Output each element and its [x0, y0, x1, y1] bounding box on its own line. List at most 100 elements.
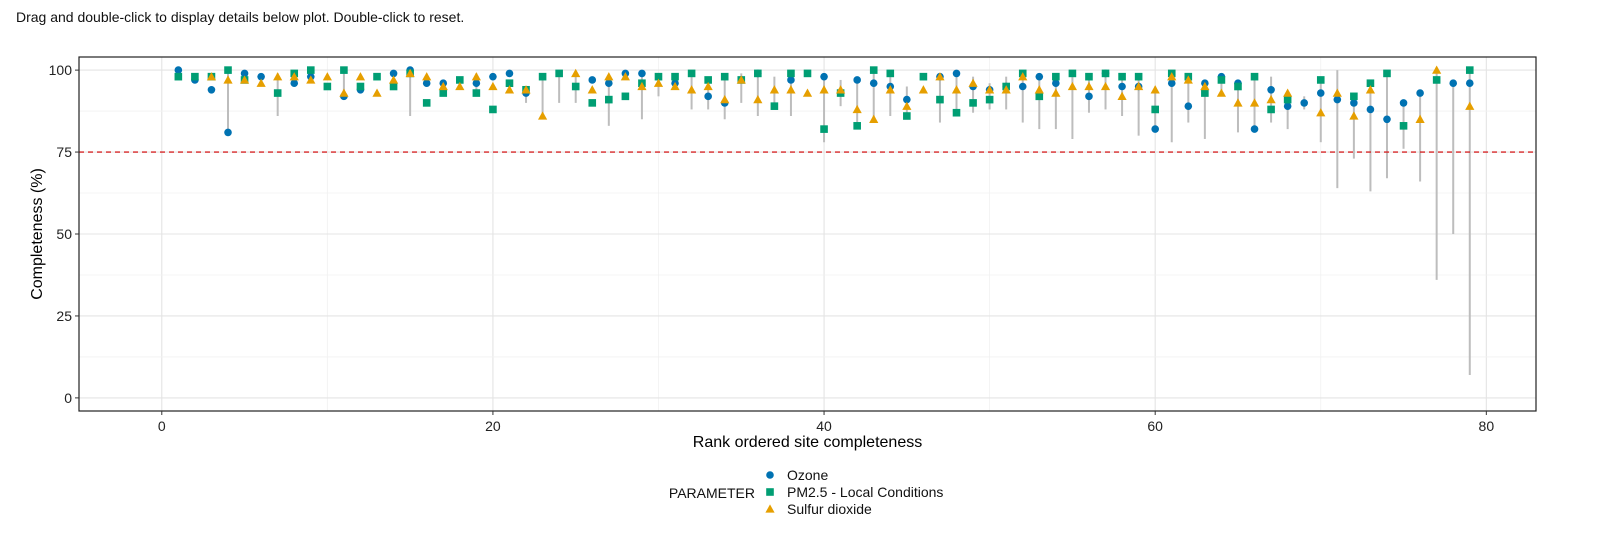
triangle-point[interactable] — [687, 85, 697, 94]
triangle-point[interactable] — [1051, 88, 1061, 97]
triangle-point[interactable] — [769, 85, 779, 94]
square-point[interactable] — [356, 82, 365, 91]
square-point[interactable] — [1068, 69, 1077, 78]
triangle-point[interactable] — [1249, 98, 1260, 107]
triangle-point[interactable] — [918, 85, 928, 94]
triangle-point[interactable] — [736, 75, 746, 84]
triangle-point[interactable] — [1266, 95, 1276, 104]
triangle-point[interactable] — [1134, 81, 1144, 91]
square-point[interactable] — [389, 82, 398, 91]
square-point[interactable] — [273, 89, 282, 97]
square-point[interactable] — [1465, 66, 1474, 74]
square-point[interactable] — [654, 72, 663, 81]
square-point[interactable] — [820, 125, 828, 133]
circle-point[interactable] — [1184, 102, 1193, 110]
circle-point[interactable] — [853, 76, 861, 84]
triangle-point[interactable] — [935, 72, 945, 81]
square-point[interactable] — [571, 82, 580, 91]
square-point[interactable] — [555, 69, 563, 78]
square-point[interactable] — [1151, 105, 1159, 114]
triangle-point[interactable] — [239, 75, 250, 84]
circle-point[interactable] — [1399, 99, 1408, 107]
circle-point[interactable] — [1018, 82, 1027, 91]
triangle-point[interactable] — [1100, 81, 1111, 91]
triangle-point[interactable] — [836, 85, 846, 94]
square-point[interactable] — [588, 99, 597, 107]
square-point[interactable] — [1432, 76, 1441, 84]
square-point[interactable] — [903, 112, 911, 120]
square-point[interactable] — [489, 105, 497, 114]
circle-point[interactable] — [1167, 79, 1176, 88]
circle-point[interactable] — [224, 128, 232, 137]
square-point[interactable] — [224, 66, 232, 74]
circle-point[interactable] — [1283, 102, 1292, 110]
triangle-point[interactable] — [455, 81, 465, 91]
circle-point[interactable] — [1267, 85, 1275, 94]
circle-point[interactable] — [1316, 89, 1325, 97]
square-point[interactable] — [340, 66, 348, 74]
square-point[interactable] — [422, 99, 431, 107]
triangle-point[interactable] — [537, 111, 548, 120]
triangle-point[interactable] — [521, 85, 531, 94]
circle-point[interactable] — [290, 79, 299, 88]
triangle-point[interactable] — [256, 78, 266, 87]
triangle-point[interactable] — [1316, 108, 1326, 117]
triangle-point[interactable] — [422, 72, 432, 81]
triangle-point[interactable] — [488, 81, 498, 91]
circle-point[interactable] — [1465, 79, 1474, 88]
square-point[interactable] — [1267, 105, 1275, 114]
triangle-point[interactable] — [438, 81, 448, 91]
circle-point[interactable] — [588, 76, 597, 84]
square-point[interactable] — [969, 99, 977, 107]
square-point[interactable] — [1316, 76, 1325, 84]
square-point[interactable] — [720, 72, 729, 81]
triangle-point[interactable] — [786, 85, 796, 94]
triangle-point[interactable] — [1365, 85, 1376, 94]
circle-point[interactable] — [787, 76, 795, 84]
triangle-point[interactable] — [405, 68, 415, 78]
triangle-point[interactable] — [1349, 111, 1359, 120]
circle-point[interactable] — [1449, 79, 1458, 88]
square-point[interactable] — [687, 69, 696, 78]
circle-point[interactable] — [174, 66, 183, 74]
square-point[interactable] — [853, 122, 861, 130]
triangle-point[interactable] — [1283, 88, 1293, 97]
square-point[interactable] — [1134, 72, 1143, 81]
square-point[interactable] — [605, 95, 613, 104]
triangle-point[interactable] — [587, 85, 597, 94]
circle-point[interactable] — [389, 69, 398, 78]
circle-point[interactable] — [869, 79, 878, 88]
triangle-point[interactable] — [471, 72, 481, 81]
triangle-point[interactable] — [1216, 88, 1227, 97]
circle-point[interactable] — [1350, 99, 1358, 107]
square-point[interactable] — [1201, 89, 1209, 97]
square-point[interactable] — [306, 66, 315, 74]
triangle-point[interactable] — [1167, 72, 1177, 81]
circle-point[interactable] — [903, 95, 911, 104]
square-point[interactable] — [787, 69, 795, 78]
circle-point[interactable] — [1250, 125, 1259, 133]
triangle-point[interactable] — [653, 78, 664, 87]
circle-point[interactable] — [1333, 95, 1342, 104]
triangle-point[interactable] — [223, 75, 233, 84]
triangle-point[interactable] — [1465, 101, 1475, 110]
circle-point[interactable] — [1085, 92, 1093, 101]
square-point[interactable] — [803, 69, 812, 78]
triangle-point[interactable] — [1332, 88, 1342, 97]
triangle-point[interactable] — [1415, 114, 1425, 123]
triangle-point[interactable] — [885, 85, 895, 94]
triangle-point[interactable] — [1001, 85, 1011, 94]
square-point[interactable] — [886, 69, 895, 78]
triangle-point[interactable] — [670, 81, 680, 91]
square-point[interactable] — [174, 72, 183, 81]
square-point[interactable] — [919, 72, 928, 81]
triangle-point[interactable] — [273, 72, 283, 81]
circle-point[interactable] — [820, 72, 828, 81]
triangle-point[interactable] — [720, 95, 730, 104]
triangle-point[interactable] — [206, 72, 217, 81]
triangle-point[interactable] — [753, 95, 763, 104]
triangle-point[interactable] — [1432, 65, 1442, 74]
circle-point[interactable] — [1300, 99, 1309, 107]
triangle-point[interactable] — [355, 72, 366, 81]
